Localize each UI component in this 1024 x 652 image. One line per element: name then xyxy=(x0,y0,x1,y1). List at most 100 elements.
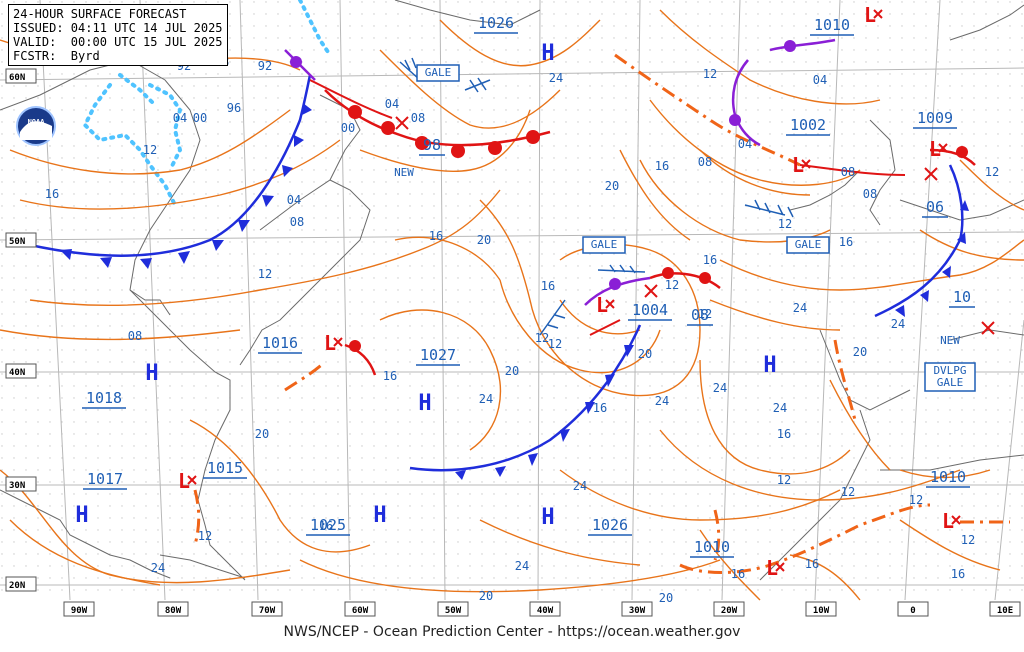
isobar-label: 16 xyxy=(703,253,717,267)
lon-label-box xyxy=(713,601,745,617)
isobar-label: 20 xyxy=(659,591,673,605)
isobar-label: 16 xyxy=(731,567,745,581)
lon-label-box xyxy=(157,601,189,617)
isobar-label: 16 xyxy=(541,279,555,293)
high-pressure-symbol: H xyxy=(418,391,431,416)
central-pressure: 1025 xyxy=(310,516,346,534)
lat-label-box xyxy=(5,363,37,379)
isobar-label: 16 xyxy=(655,159,669,173)
isobar-label: 20 xyxy=(605,179,619,193)
warning-text: GALE xyxy=(937,376,964,389)
lon-label-box xyxy=(251,601,283,617)
isobar-label: 20 xyxy=(638,347,652,361)
isobar-label: 12 xyxy=(548,337,562,351)
warning-box xyxy=(416,64,460,82)
low-pressure-centers: L L L L L L L L xyxy=(178,3,961,580)
isobar-label: 12 xyxy=(698,307,712,321)
forecast-title: 24-HOUR SURFACE FORECAST xyxy=(13,7,187,21)
lon-label: 10W xyxy=(813,606,830,616)
low-pressure-symbol: L xyxy=(324,331,336,355)
central-pressure: 1017 xyxy=(87,470,123,488)
lat-label: 20N xyxy=(9,581,25,591)
central-pressure: 1027 xyxy=(420,346,456,364)
noaa-logo-text: NOAA xyxy=(28,118,46,126)
isobar-label: 08 xyxy=(128,329,142,343)
isobar-label: 20 xyxy=(853,345,867,359)
occluded-bumps xyxy=(290,40,796,290)
isobar-label: 12 xyxy=(777,473,791,487)
central-pressure: 1002 xyxy=(790,116,826,134)
isobar-label: 12 xyxy=(961,533,975,547)
isobar-label: 08 xyxy=(411,111,425,125)
wind-barbs xyxy=(399,57,794,336)
isobar-label: 16 xyxy=(593,401,607,415)
isobar-label: 24 xyxy=(773,401,787,415)
lat-label-box xyxy=(5,232,37,248)
isobar-label: 16 xyxy=(429,229,443,243)
high-pressure-symbol: H xyxy=(541,505,554,530)
forecast-tracks xyxy=(309,79,906,336)
central-pressure: 1009 xyxy=(917,109,953,127)
isobar-label: 00 xyxy=(193,111,207,125)
latitude-labels: 60N 50N 40N 30N 20N xyxy=(5,68,37,592)
lat-label: 60N xyxy=(9,73,25,83)
longitude-labels: 90W 80W 70W 60W 50W 40W 30W 20W 10W 0 10E xyxy=(63,601,1021,617)
isobar-label: 04 xyxy=(738,137,752,151)
new-system-labels: NEW NEW xyxy=(394,166,960,347)
low-center-x xyxy=(873,9,883,19)
isobar-label: 04 xyxy=(813,73,827,87)
central-pressure: 1004 xyxy=(632,301,668,319)
isobar-label: 24 xyxy=(549,71,563,85)
central-pressure: 1010 xyxy=(694,538,730,556)
low-center-x xyxy=(333,337,343,347)
isobar-label: 20 xyxy=(505,364,519,378)
isobar-label: 24 xyxy=(713,381,727,395)
central-pressure: 1018 xyxy=(86,389,122,407)
forecaster: FCSTR: Byrd xyxy=(13,49,100,63)
low-pressure-symbol: L xyxy=(792,153,804,177)
isobar-label: 16 xyxy=(777,427,791,441)
lon-label-box xyxy=(621,601,653,617)
lon-label-box xyxy=(437,601,469,617)
lon-label-box xyxy=(805,601,837,617)
ice-edge xyxy=(82,0,332,207)
warning-text: GALE xyxy=(425,66,452,79)
lon-label: 10E xyxy=(997,606,1013,616)
low-center-x xyxy=(187,475,197,485)
isobar-label: 16 xyxy=(951,567,965,581)
footer-credit: NWS/NCEP - Ocean Prediction Center - htt… xyxy=(283,624,741,640)
warm-fronts xyxy=(324,89,976,376)
isobar-label: 24 xyxy=(515,559,529,573)
isobar-label: 08 xyxy=(841,165,855,179)
troughs xyxy=(193,53,1010,574)
isobar-label: 04 xyxy=(173,111,187,125)
new-label: NEW xyxy=(394,166,414,179)
isobar-labels: 9288929604001216040800040824121620081612… xyxy=(45,55,999,605)
lon-label-box xyxy=(529,601,561,617)
lat-label: 30N xyxy=(9,481,25,491)
low-center-x xyxy=(775,562,785,572)
low-pressure-symbol: L xyxy=(929,137,941,161)
lat-label: 50N xyxy=(9,237,25,247)
low-center-x xyxy=(605,299,615,309)
high-pressure-symbol: H xyxy=(541,41,554,66)
low-center-x xyxy=(938,143,948,153)
isobar-label: 24 xyxy=(793,301,807,315)
central-pressure: 1026 xyxy=(478,14,514,32)
central-pressure: 98 xyxy=(423,136,441,154)
central-pressure: 1010 xyxy=(814,16,850,34)
warning-box xyxy=(786,236,830,254)
lon-label-box xyxy=(344,601,376,617)
lon-label: 60W xyxy=(352,606,369,616)
lat-label-box xyxy=(5,68,37,84)
central-pressure: 1010 xyxy=(930,468,966,486)
isobar-label: 08 xyxy=(698,155,712,169)
surface-forecast-map: 60N 50N 40N 30N 20N 90W 80W 70W 60W 50W 40W 30W 20W 1… xyxy=(0,0,1024,617)
isobar-label: 20 xyxy=(255,427,269,441)
isobar-label: 12 xyxy=(778,217,792,231)
issued-time: ISSUED: 04:11 UTC 14 JUL 2025 xyxy=(13,21,223,35)
isobar-label: 04 xyxy=(385,97,399,111)
forecast-header: 24-HOUR SURFACE FORECAST ISSUED: 04:11 UT… xyxy=(8,4,228,66)
